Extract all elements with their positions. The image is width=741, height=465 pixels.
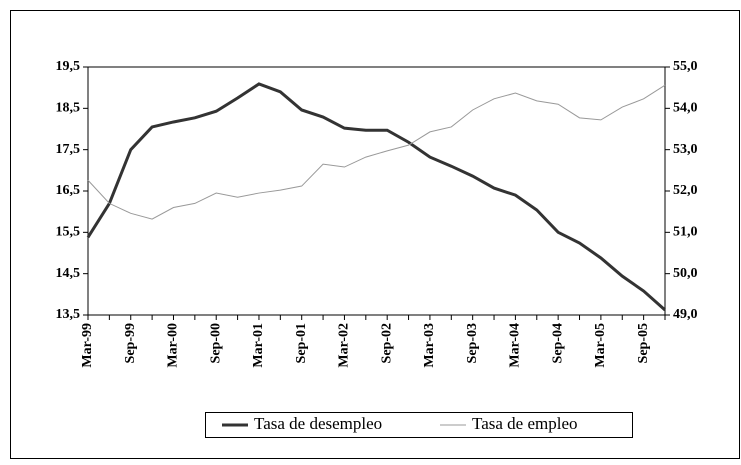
x-tick-label: Mar-01 — [251, 323, 266, 368]
legend-label: Tasa de empleo — [472, 414, 578, 433]
y2-tick-label: 51,0 — [673, 225, 698, 240]
x-tick-label: Sep-03 — [465, 323, 480, 363]
y-tick-label: 14,5 — [56, 266, 81, 281]
y2-tick-label: 52,0 — [673, 183, 698, 198]
x-tick-label: Sep-01 — [294, 323, 309, 363]
y-tick-label: 16,5 — [56, 183, 81, 198]
x-tick-label: Sep-99 — [123, 323, 138, 363]
y2-tick-label: 49,0 — [673, 307, 698, 322]
y-tick-label: 19,5 — [56, 59, 81, 74]
y2-tick-label: 50,0 — [673, 266, 698, 281]
x-tick-label: Mar-03 — [422, 323, 437, 368]
x-tick-label: Mar-02 — [337, 323, 352, 368]
y-tick-label: 13,5 — [56, 307, 81, 322]
x-tick-label: Mar-05 — [593, 323, 608, 368]
y2-tick-label: 54,0 — [673, 101, 698, 116]
legend-box — [205, 412, 633, 438]
y2-tick-label: 55,0 — [673, 59, 698, 74]
x-tick-label: Mar-04 — [508, 323, 523, 368]
y2-tick-label: 53,0 — [673, 142, 698, 157]
line-series — [87, 84, 666, 220]
x-tick-label: Mar-99 — [80, 323, 95, 368]
y-tick-label: 17,5 — [56, 142, 81, 157]
x-tick-label: Sep-04 — [550, 323, 565, 363]
y-tick-label: 18,5 — [56, 101, 81, 116]
legend-label: Tasa de desempleo — [254, 414, 382, 433]
x-tick-label: Mar-00 — [166, 323, 181, 368]
x-tick-label: Sep-02 — [379, 323, 394, 363]
x-tick-label: Sep-05 — [636, 323, 651, 363]
chart-frame — [10, 10, 740, 459]
y-tick-label: 15,5 — [56, 225, 81, 240]
line-series — [86, 82, 666, 312]
x-tick-label: Sep-00 — [208, 323, 223, 363]
